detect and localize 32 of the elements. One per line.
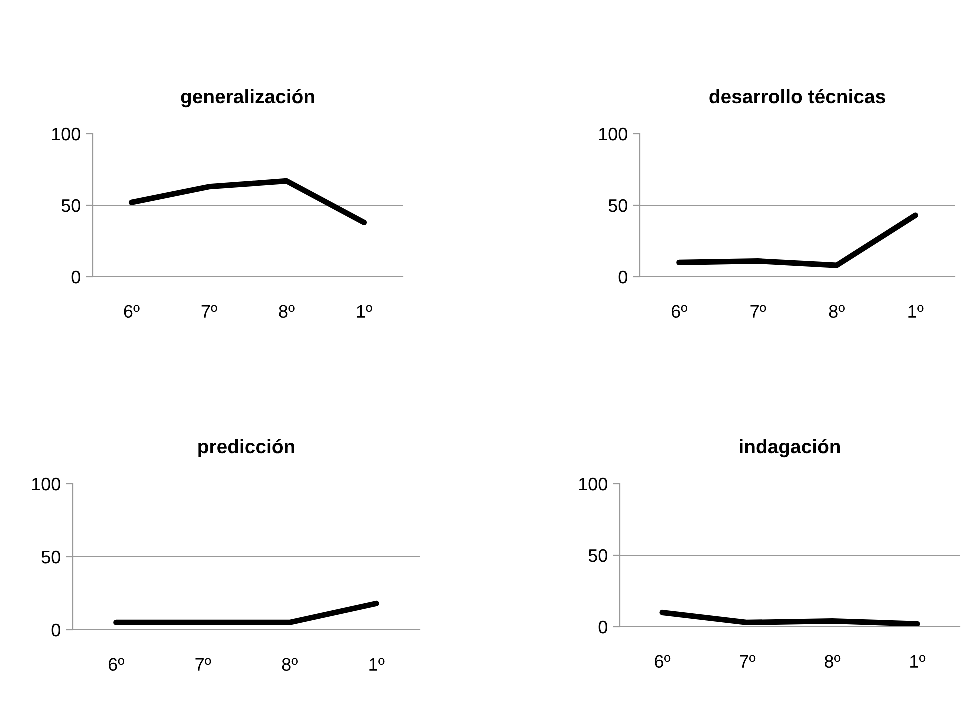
x-tick-label: 7º	[750, 305, 766, 318]
y-tick-label: 100	[579, 478, 608, 491]
y-tick-label: 50	[608, 199, 628, 212]
x-tick-label: 1º	[908, 305, 924, 318]
y-tick-label: 0	[598, 620, 608, 634]
x-tick-label: 7º	[196, 658, 212, 671]
x-tick-label: 8º	[279, 305, 295, 318]
chart-title: generalización	[181, 89, 314, 108]
x-tick-label: 8º	[824, 655, 841, 668]
y-tick-label: 100	[52, 128, 80, 141]
x-tick-label: 1º	[370, 658, 385, 671]
y-tick-label: 50	[588, 549, 608, 562]
x-tick-label: 1º	[357, 305, 372, 318]
y-tick-label: 50	[42, 550, 60, 564]
x-tick-label: 8º	[282, 658, 298, 672]
x-tick-label: 6º	[124, 305, 140, 318]
y-tick-label: 0	[52, 624, 60, 637]
x-tick-label: 6º	[672, 305, 688, 318]
chart-title: predicción	[198, 439, 294, 458]
x-tick-label: 6º	[108, 658, 124, 672]
y-tick-label: 100	[599, 128, 628, 141]
x-tick-label: 6º	[655, 655, 671, 668]
x-tick-label: 1º	[910, 655, 926, 668]
y-tick-label: 0	[618, 270, 628, 284]
chart-title: desarrollo técnicas	[710, 89, 886, 104]
x-tick-label: 7º	[202, 305, 218, 318]
x-tick-label: 7º	[740, 655, 756, 668]
x-tick-label: 8º	[829, 305, 845, 318]
y-tick-label: 0	[72, 270, 80, 284]
chart-title: indagación	[740, 439, 840, 458]
y-tick-label: 100	[32, 478, 60, 491]
y-tick-label: 50	[62, 199, 80, 212]
